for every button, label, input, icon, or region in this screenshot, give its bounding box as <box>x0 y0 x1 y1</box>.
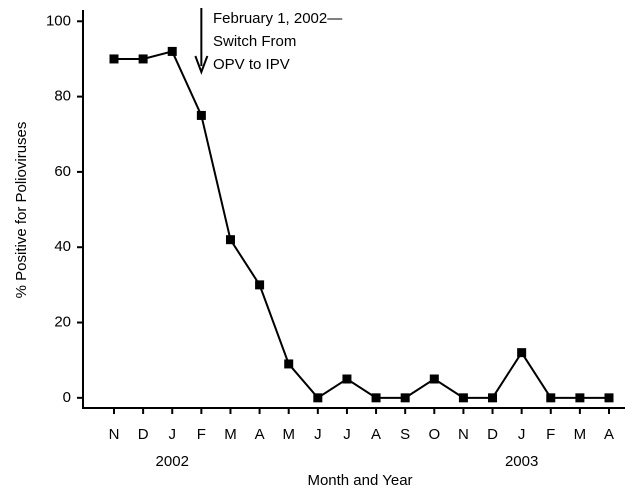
x-tick-label: A <box>255 426 265 443</box>
y-tick-label: 100 <box>46 12 71 29</box>
data-point <box>371 393 381 403</box>
data-point <box>255 280 265 290</box>
data-point <box>313 393 323 403</box>
data-point <box>488 393 498 403</box>
data-line <box>114 50 609 400</box>
x-tick-label: N <box>109 426 120 443</box>
year-label: 2002 <box>156 453 189 470</box>
data-point <box>342 374 352 384</box>
data-point <box>196 110 206 120</box>
data-point <box>575 393 585 403</box>
x-tick-label: J <box>518 426 526 443</box>
annotation-text: Switch From <box>213 33 296 50</box>
annotation-text: February 1, 2002— <box>213 10 342 27</box>
data-point <box>604 393 614 403</box>
x-tick-label: A <box>371 426 381 443</box>
annotation-text: OPV to IPV <box>213 56 290 73</box>
x-tick-label: O <box>428 426 440 443</box>
x-tick-label: J <box>343 426 351 443</box>
y-tick-label: 0 <box>63 389 71 406</box>
data-point <box>546 393 556 403</box>
x-tick-label: D <box>138 426 149 443</box>
x-tick-label: M <box>282 426 295 443</box>
x-tick-label: J <box>168 426 176 443</box>
data-point <box>400 393 410 403</box>
data-point <box>138 54 148 64</box>
x-tick-label: F <box>546 426 555 443</box>
year-label: 2003 <box>505 453 538 470</box>
x-axis-label: Month and Year <box>307 472 412 489</box>
data-point <box>517 348 527 358</box>
x-tick-label: J <box>314 426 322 443</box>
y-axis-label: % Positive for Polioviruses <box>13 122 30 299</box>
annotation-arrowhead <box>194 55 209 75</box>
data-point <box>167 46 177 56</box>
x-tick-label: M <box>224 426 237 443</box>
data-point <box>225 235 235 245</box>
y-tick-label: 40 <box>54 238 71 255</box>
y-tick-label: 80 <box>54 88 71 105</box>
x-tick-label: M <box>574 426 587 443</box>
y-tick-label: 20 <box>54 313 71 330</box>
data-point <box>429 374 439 384</box>
x-tick-label: N <box>458 426 469 443</box>
data-point <box>458 393 468 403</box>
data-point <box>109 54 119 64</box>
y-tick-label: 60 <box>54 163 71 180</box>
x-tick-label: S <box>400 426 410 443</box>
x-tick-label: D <box>487 426 498 443</box>
x-tick-label: A <box>604 426 614 443</box>
x-tick-label: F <box>197 426 206 443</box>
data-point <box>284 359 294 369</box>
